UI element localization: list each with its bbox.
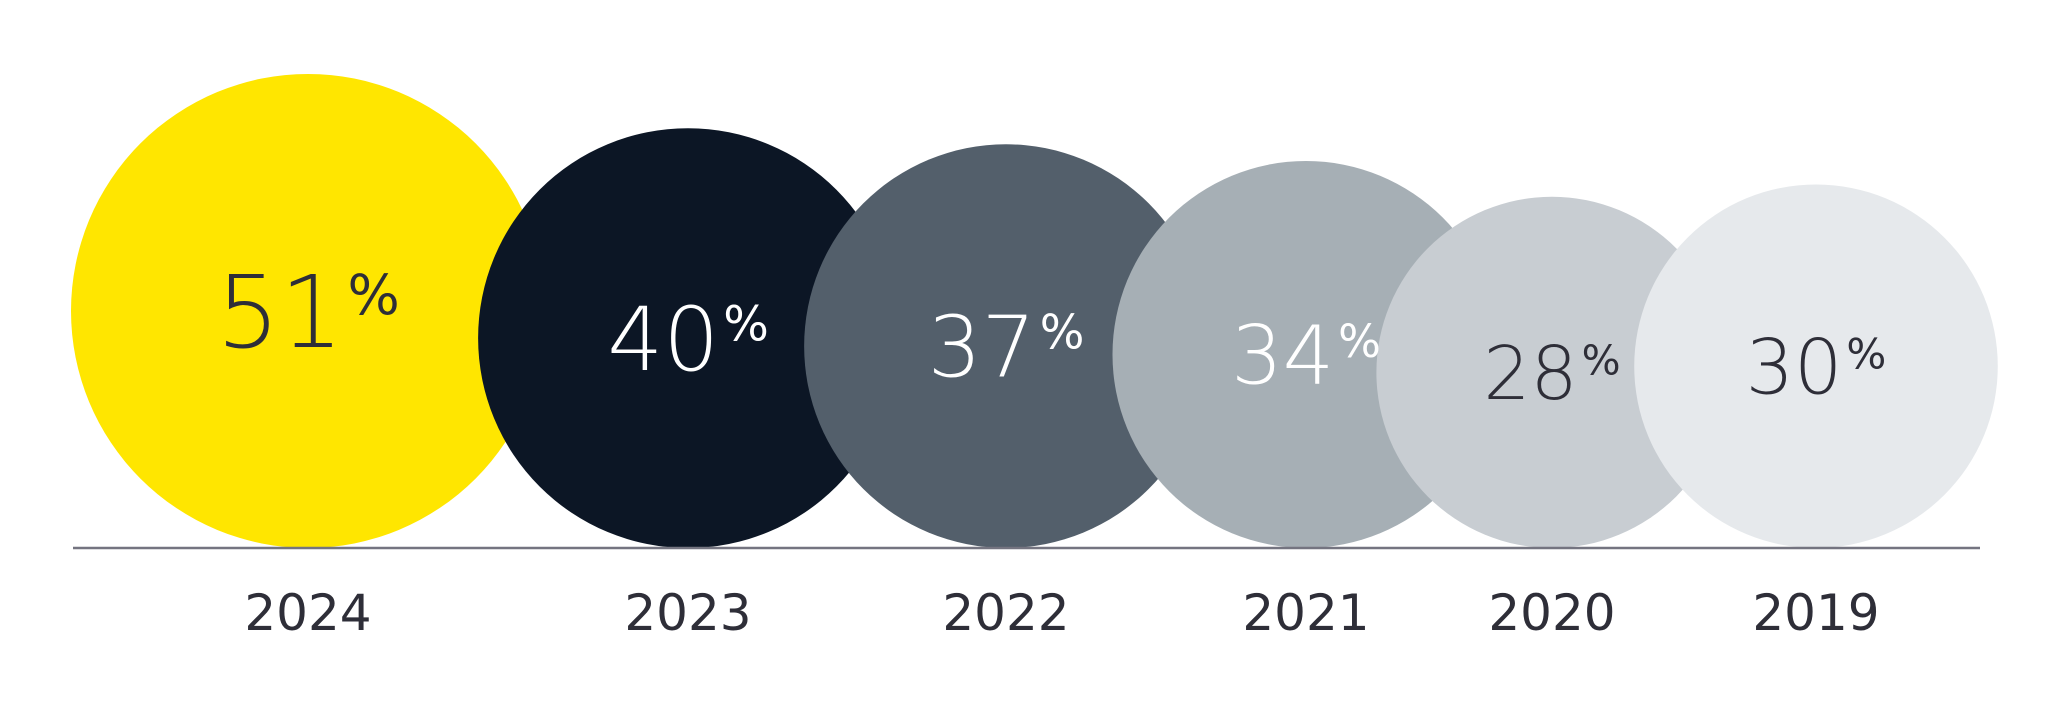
value-label-2021: 34% — [1231, 310, 1381, 404]
value-labels-group: 51% 40% 37% 34% 28% 30% — [216, 254, 1886, 417]
bubble-2023 — [478, 128, 898, 548]
bubbles-group — [71, 74, 1998, 549]
value-number: 37 — [928, 299, 1036, 398]
year-label-2021: 2021 — [1242, 584, 1369, 642]
value-label-2022: 37% — [928, 299, 1085, 398]
value-number: 28 — [1483, 331, 1577, 417]
value-label-2019: 30% — [1746, 323, 1887, 412]
percent-sign: % — [347, 263, 399, 327]
year-label-2023: 2023 — [624, 584, 751, 642]
value-number: 34 — [1231, 310, 1334, 404]
value-label-2024: 51% — [216, 254, 400, 371]
bubble-2022 — [804, 144, 1208, 548]
year-labels-group: 2024 2023 2022 2021 2020 2019 — [244, 584, 1879, 642]
bubble-2019 — [1634, 184, 1998, 548]
value-label-2023: 40% — [607, 288, 769, 391]
percent-sign: % — [723, 297, 769, 353]
percent-sign: % — [1040, 306, 1085, 361]
value-number: 40 — [607, 288, 719, 391]
value-number: 30 — [1746, 323, 1843, 412]
year-label-2022: 2022 — [942, 584, 1069, 642]
value-number: 51 — [216, 254, 343, 371]
bubble-2020 — [1376, 196, 1728, 548]
percent-sign: % — [1846, 330, 1886, 379]
value-label-2020: 28% — [1483, 331, 1620, 417]
year-label-2024: 2024 — [244, 584, 371, 642]
percent-sign: % — [1338, 315, 1381, 368]
year-label-2020: 2020 — [1488, 584, 1615, 642]
bubble-2024 — [71, 74, 545, 548]
year-label-2019: 2019 — [1752, 584, 1879, 642]
percent-sign: % — [1582, 337, 1621, 385]
